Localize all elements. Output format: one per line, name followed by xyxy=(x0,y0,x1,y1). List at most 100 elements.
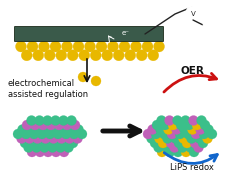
Circle shape xyxy=(195,125,206,135)
Circle shape xyxy=(200,120,210,130)
Circle shape xyxy=(85,41,95,52)
Circle shape xyxy=(173,115,182,125)
Circle shape xyxy=(30,120,40,130)
Circle shape xyxy=(40,143,49,153)
Circle shape xyxy=(107,41,119,52)
Circle shape xyxy=(204,125,213,135)
Circle shape xyxy=(24,133,34,143)
Circle shape xyxy=(192,120,202,130)
Circle shape xyxy=(143,129,153,139)
Circle shape xyxy=(78,72,88,82)
Circle shape xyxy=(197,115,207,125)
Circle shape xyxy=(91,76,101,86)
Circle shape xyxy=(21,50,32,61)
Circle shape xyxy=(73,41,84,52)
Circle shape xyxy=(207,129,217,139)
Circle shape xyxy=(33,133,43,143)
Circle shape xyxy=(177,143,188,153)
Circle shape xyxy=(180,115,191,125)
FancyBboxPatch shape xyxy=(15,26,164,42)
Circle shape xyxy=(15,41,27,52)
Circle shape xyxy=(175,129,185,139)
Circle shape xyxy=(155,125,165,135)
Circle shape xyxy=(170,143,179,153)
Circle shape xyxy=(34,115,45,125)
Circle shape xyxy=(191,129,201,139)
Circle shape xyxy=(194,143,204,153)
Circle shape xyxy=(179,125,189,135)
Circle shape xyxy=(167,129,177,139)
Circle shape xyxy=(73,133,82,143)
Circle shape xyxy=(171,125,182,135)
Circle shape xyxy=(183,129,193,139)
Circle shape xyxy=(44,50,55,61)
Circle shape xyxy=(174,138,184,148)
Circle shape xyxy=(157,147,167,157)
Circle shape xyxy=(170,133,180,143)
Circle shape xyxy=(37,129,47,139)
Circle shape xyxy=(142,41,153,52)
Circle shape xyxy=(161,143,171,153)
Circle shape xyxy=(179,133,188,143)
Circle shape xyxy=(58,125,67,135)
Circle shape xyxy=(16,133,27,143)
Text: LiPS redox: LiPS redox xyxy=(170,163,214,171)
Circle shape xyxy=(148,125,158,135)
Circle shape xyxy=(77,129,87,139)
Circle shape xyxy=(44,138,54,148)
Circle shape xyxy=(119,41,130,52)
Circle shape xyxy=(176,120,186,130)
Circle shape xyxy=(59,147,69,157)
Circle shape xyxy=(28,138,38,148)
Circle shape xyxy=(90,50,101,61)
Circle shape xyxy=(156,115,167,125)
Circle shape xyxy=(182,138,192,148)
Circle shape xyxy=(69,129,79,139)
Circle shape xyxy=(148,50,159,61)
Circle shape xyxy=(67,115,76,125)
Circle shape xyxy=(160,120,170,130)
Circle shape xyxy=(18,125,27,135)
Circle shape xyxy=(60,138,70,148)
Circle shape xyxy=(20,138,30,148)
Circle shape xyxy=(173,147,183,157)
Circle shape xyxy=(151,129,161,139)
Circle shape xyxy=(61,41,73,52)
Circle shape xyxy=(164,115,174,125)
Circle shape xyxy=(164,125,173,135)
Circle shape xyxy=(57,133,67,143)
Circle shape xyxy=(46,120,56,130)
Circle shape xyxy=(168,120,178,130)
Circle shape xyxy=(146,133,156,143)
Circle shape xyxy=(50,41,61,52)
Circle shape xyxy=(29,129,39,139)
Text: e⁻: e⁻ xyxy=(122,30,130,36)
Circle shape xyxy=(40,133,51,143)
Circle shape xyxy=(131,41,142,52)
Circle shape xyxy=(158,138,168,148)
Circle shape xyxy=(113,50,124,61)
Circle shape xyxy=(188,125,198,135)
Circle shape xyxy=(33,50,44,61)
Circle shape xyxy=(165,147,175,157)
Circle shape xyxy=(53,129,63,139)
Circle shape xyxy=(31,143,42,153)
Circle shape xyxy=(68,138,78,148)
Circle shape xyxy=(52,138,62,148)
Circle shape xyxy=(51,147,61,157)
Circle shape xyxy=(159,129,169,139)
Circle shape xyxy=(154,41,164,52)
Circle shape xyxy=(43,115,52,125)
Circle shape xyxy=(25,125,36,135)
Circle shape xyxy=(203,22,211,30)
Circle shape xyxy=(188,115,198,125)
Circle shape xyxy=(49,133,58,143)
Circle shape xyxy=(42,125,52,135)
Circle shape xyxy=(27,147,37,157)
Circle shape xyxy=(166,138,176,148)
Circle shape xyxy=(22,120,32,130)
Circle shape xyxy=(39,41,49,52)
Circle shape xyxy=(181,147,191,157)
Circle shape xyxy=(27,115,36,125)
Circle shape xyxy=(136,50,147,61)
